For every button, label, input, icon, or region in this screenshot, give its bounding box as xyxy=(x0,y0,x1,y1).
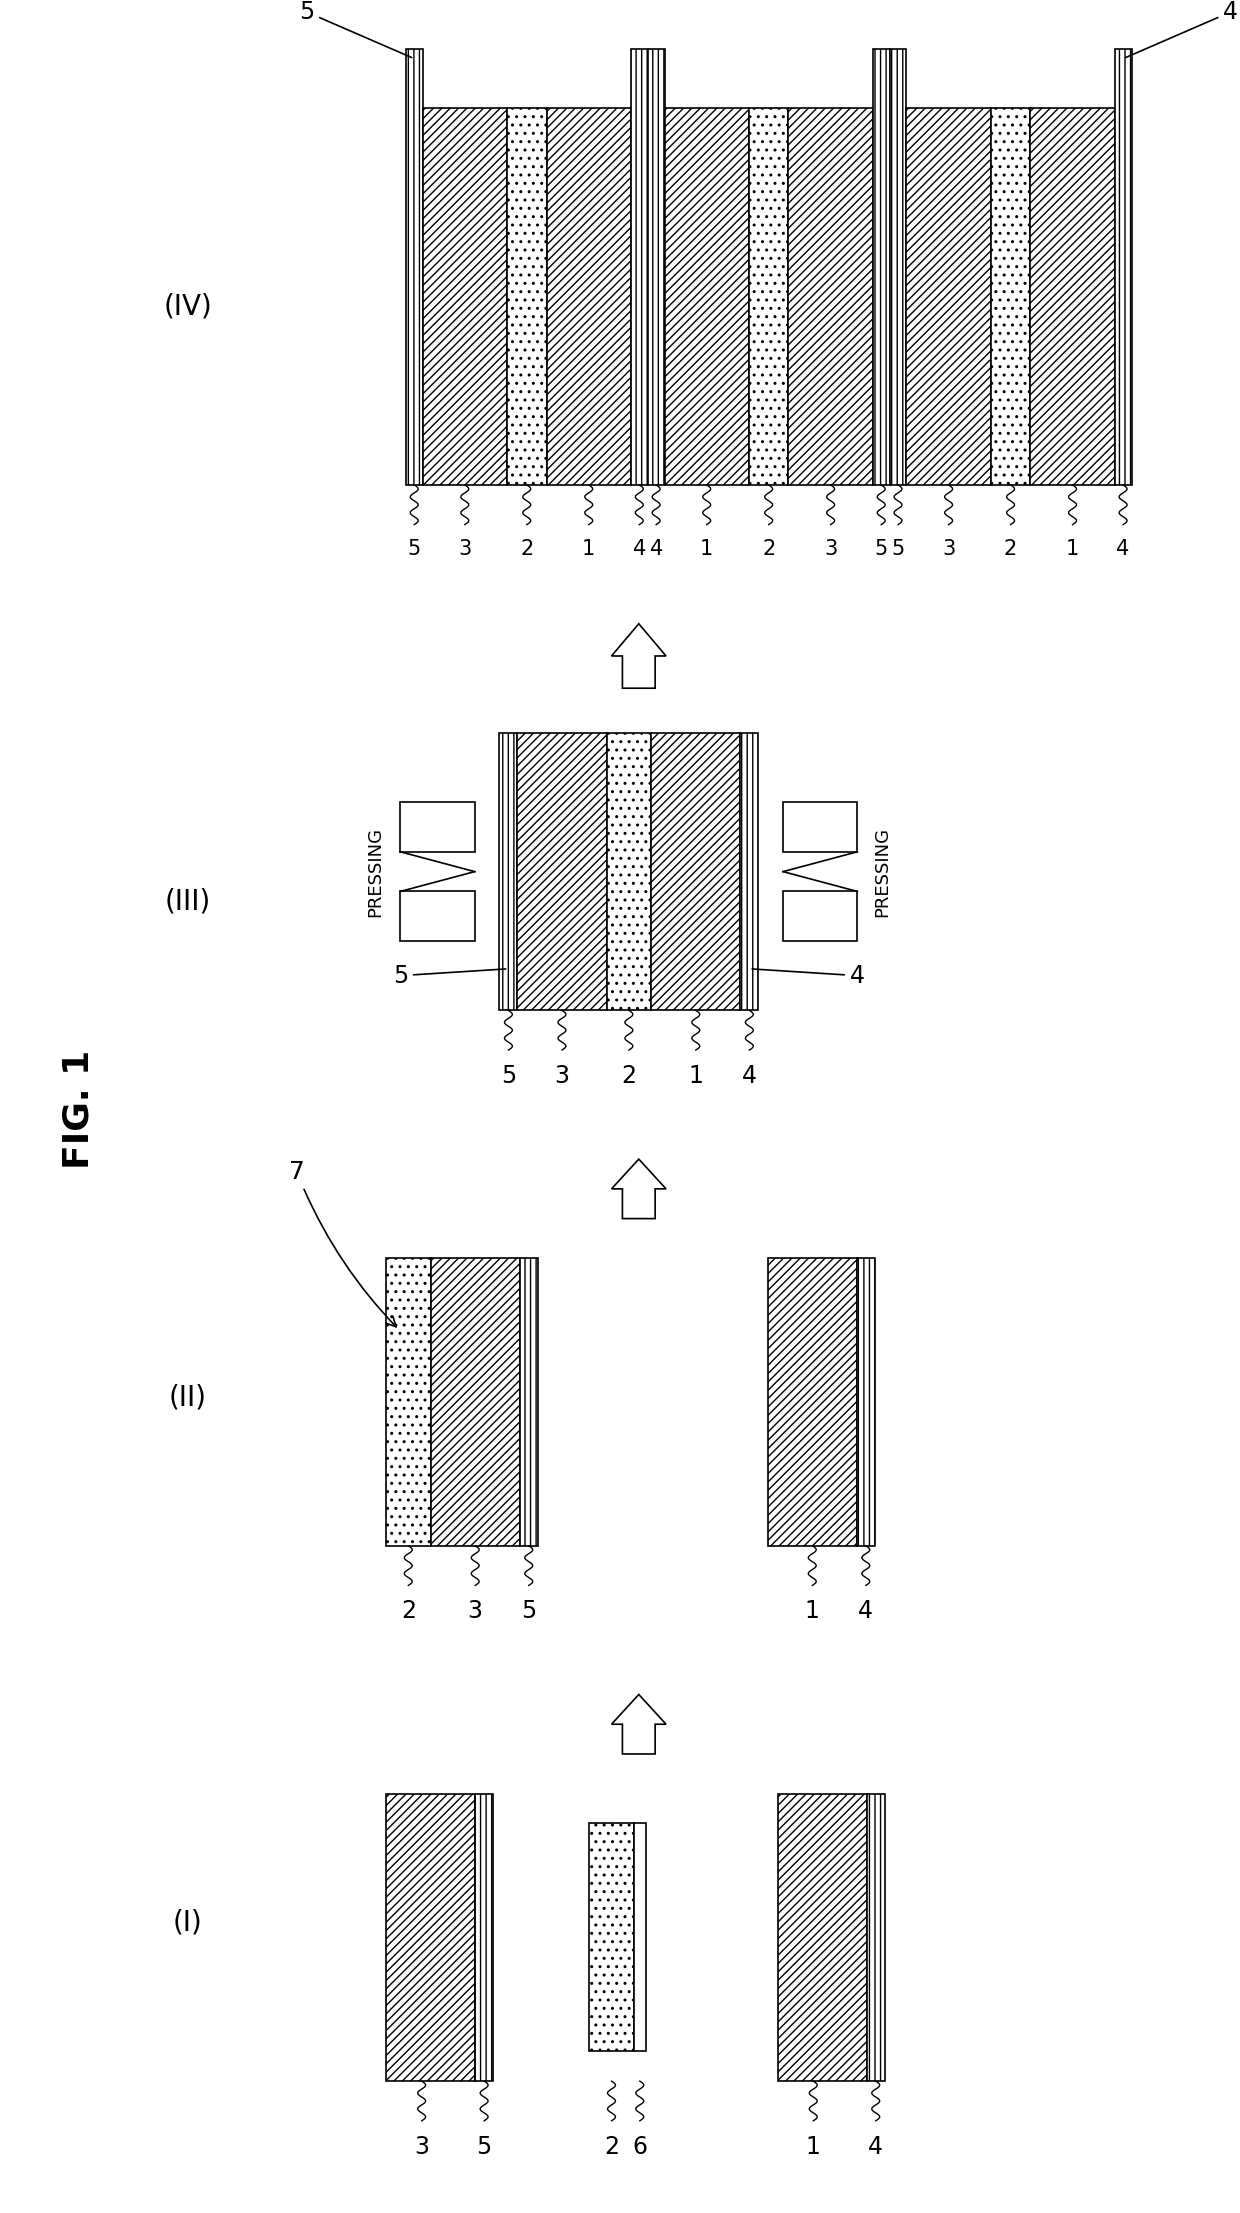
Bar xyxy=(631,49,647,485)
Bar xyxy=(500,733,517,1011)
Text: 3: 3 xyxy=(467,1600,482,1624)
Text: 4: 4 xyxy=(1116,538,1130,558)
Bar xyxy=(889,49,906,485)
Text: 4: 4 xyxy=(868,2136,883,2158)
Text: 4: 4 xyxy=(742,1064,756,1089)
Text: 1: 1 xyxy=(805,1600,820,1624)
Text: 2: 2 xyxy=(401,1600,415,1624)
Bar xyxy=(782,892,857,941)
Bar xyxy=(740,733,758,1011)
Bar xyxy=(647,49,665,485)
Text: 2: 2 xyxy=(604,2136,619,2158)
Bar xyxy=(782,803,857,852)
Bar xyxy=(401,803,475,852)
Bar xyxy=(606,733,651,1011)
Text: PRESSING: PRESSING xyxy=(367,828,384,916)
Bar xyxy=(651,733,740,1011)
Text: (IV): (IV) xyxy=(164,292,212,321)
Text: 1: 1 xyxy=(701,538,713,558)
Text: 5: 5 xyxy=(393,963,506,987)
Text: 1: 1 xyxy=(582,538,595,558)
Bar xyxy=(906,108,991,485)
Text: 4: 4 xyxy=(650,538,662,558)
Text: 1: 1 xyxy=(806,2136,821,2158)
Bar xyxy=(1030,108,1115,485)
Bar xyxy=(665,108,749,485)
Text: 2: 2 xyxy=(520,538,533,558)
Text: 1: 1 xyxy=(688,1064,703,1089)
Polygon shape xyxy=(611,1695,666,1755)
Bar xyxy=(401,892,475,941)
Text: 7: 7 xyxy=(289,1160,396,1328)
Bar xyxy=(430,1259,520,1545)
Text: 4: 4 xyxy=(858,1600,873,1624)
Text: 4: 4 xyxy=(632,538,646,558)
Text: PRESSING: PRESSING xyxy=(873,828,892,916)
Bar xyxy=(749,108,789,485)
Text: 3: 3 xyxy=(942,538,955,558)
Bar xyxy=(589,1824,634,2051)
Text: 5: 5 xyxy=(892,538,905,558)
Bar xyxy=(777,1793,867,2080)
Polygon shape xyxy=(611,1160,666,1219)
Text: 5: 5 xyxy=(408,538,420,558)
Bar xyxy=(386,1793,475,2080)
Bar xyxy=(517,733,606,1011)
Text: (II): (II) xyxy=(169,1383,207,1412)
Bar xyxy=(867,1793,884,2080)
Text: 3: 3 xyxy=(414,2136,429,2158)
Bar xyxy=(386,1259,430,1545)
Bar xyxy=(507,108,547,485)
Bar xyxy=(768,1259,857,1545)
Bar xyxy=(405,49,423,485)
Bar xyxy=(1115,49,1132,485)
Text: 1: 1 xyxy=(1066,538,1079,558)
Text: (III): (III) xyxy=(165,887,211,916)
Bar xyxy=(423,108,507,485)
Text: 5: 5 xyxy=(501,1064,516,1089)
Text: 5: 5 xyxy=(521,1600,537,1624)
Text: 2: 2 xyxy=(621,1064,636,1089)
Bar xyxy=(634,1824,646,2051)
Bar xyxy=(991,108,1030,485)
Text: 5: 5 xyxy=(299,0,412,58)
Text: 6: 6 xyxy=(632,2136,647,2158)
Text: 2: 2 xyxy=(1004,538,1017,558)
Text: 4: 4 xyxy=(753,963,864,987)
Text: 3: 3 xyxy=(458,538,471,558)
Text: (I): (I) xyxy=(172,1908,202,1936)
Bar xyxy=(857,1259,874,1545)
Bar xyxy=(873,49,889,485)
Text: 2: 2 xyxy=(763,538,775,558)
Bar xyxy=(789,108,873,485)
Text: 3: 3 xyxy=(825,538,837,558)
Text: 5: 5 xyxy=(476,2136,492,2158)
Text: FIG. 1: FIG. 1 xyxy=(62,1049,95,1168)
Text: 3: 3 xyxy=(554,1064,569,1089)
Polygon shape xyxy=(611,624,666,688)
Bar xyxy=(475,1793,494,2080)
Text: 5: 5 xyxy=(874,538,888,558)
Bar xyxy=(520,1259,538,1545)
Bar xyxy=(547,108,631,485)
Text: 4: 4 xyxy=(1126,0,1239,58)
